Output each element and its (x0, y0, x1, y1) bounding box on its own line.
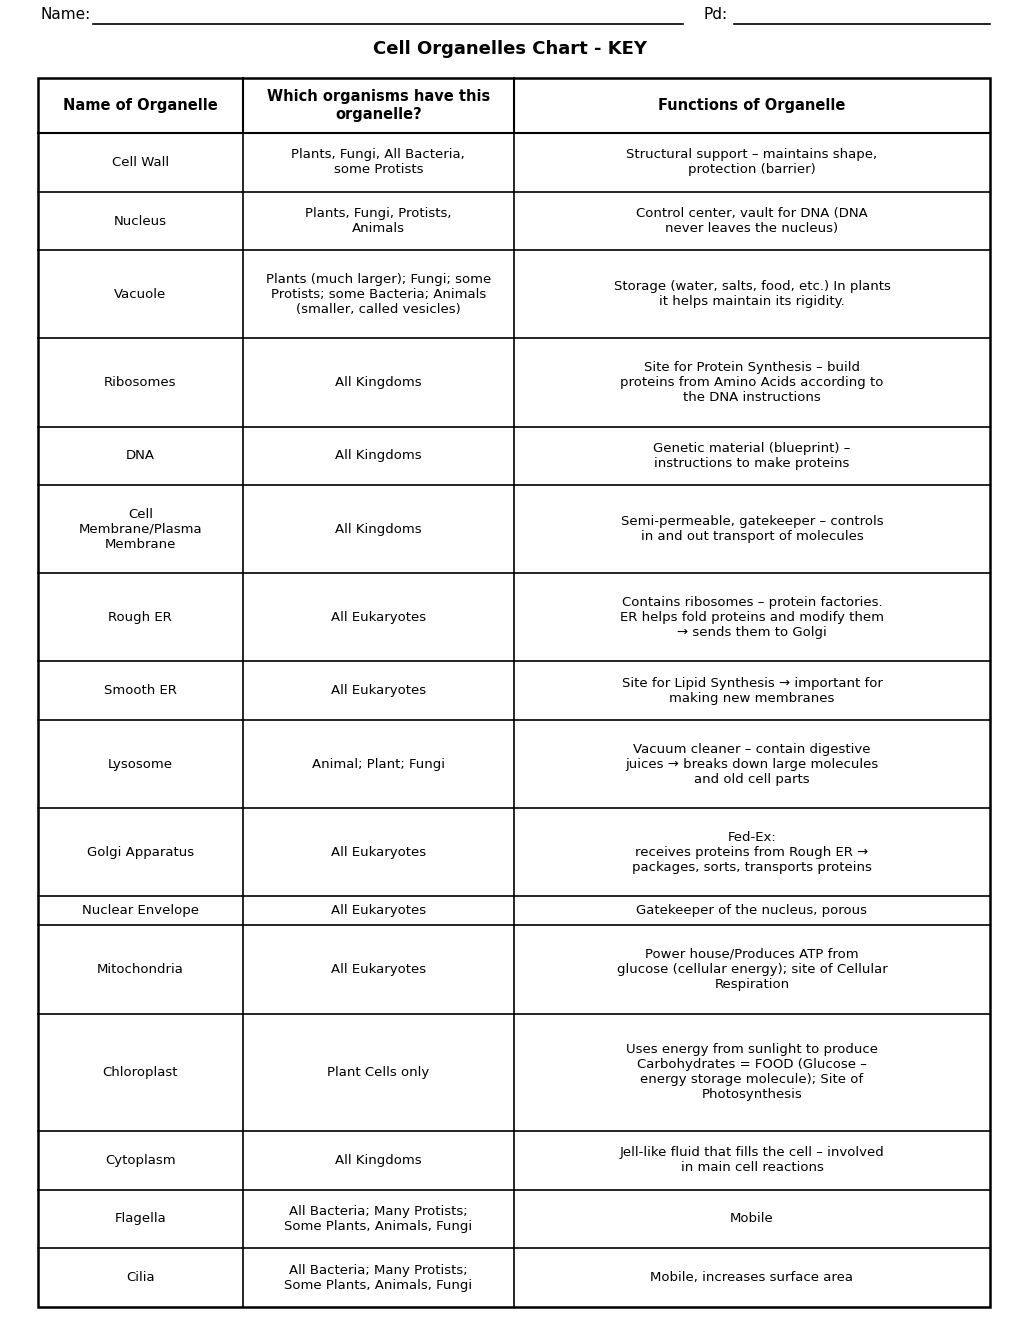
Text: Nucleus: Nucleus (114, 215, 167, 227)
Text: Lysosome: Lysosome (108, 758, 172, 771)
Text: Mobile: Mobile (730, 1213, 773, 1225)
Text: Genetic material (blueprint) –
instructions to make proteins: Genetic material (blueprint) – instructi… (653, 442, 850, 470)
Text: All Kingdoms: All Kingdoms (334, 449, 421, 462)
Text: All Eukaryotes: All Eukaryotes (330, 611, 426, 624)
Text: Animal; Plant; Fungi: Animal; Plant; Fungi (312, 758, 444, 771)
Text: Smooth ER: Smooth ER (104, 684, 176, 697)
Text: Chloroplast: Chloroplast (103, 1065, 178, 1078)
Text: Gatekeeper of the nucleus, porous: Gatekeeper of the nucleus, porous (636, 904, 866, 917)
Text: Mitochondria: Mitochondria (97, 964, 183, 975)
Text: All Eukaryotes: All Eukaryotes (330, 964, 426, 975)
Text: Ribosomes: Ribosomes (104, 376, 176, 389)
Text: Cell Organelles Chart - KEY: Cell Organelles Chart - KEY (373, 40, 646, 58)
Text: Functions of Organelle: Functions of Organelle (657, 98, 845, 114)
Text: Plant Cells only: Plant Cells only (327, 1065, 429, 1078)
Text: Nuclear Envelope: Nuclear Envelope (82, 904, 199, 917)
Text: All Eukaryotes: All Eukaryotes (330, 846, 426, 858)
Text: Cell Wall: Cell Wall (112, 156, 169, 169)
Text: Storage (water, salts, food, etc.) In plants
it helps maintain its rigidity.: Storage (water, salts, food, etc.) In pl… (613, 280, 890, 309)
Text: All Bacteria; Many Protists;
Some Plants, Animals, Fungi: All Bacteria; Many Protists; Some Plants… (284, 1263, 472, 1292)
Text: Cilia: Cilia (126, 1271, 155, 1284)
Text: Plants, Fungi, All Bacteria,
some Protists: Plants, Fungi, All Bacteria, some Protis… (291, 148, 465, 177)
Text: All Eukaryotes: All Eukaryotes (330, 684, 426, 697)
Text: All Eukaryotes: All Eukaryotes (330, 904, 426, 917)
Text: All Kingdoms: All Kingdoms (334, 376, 421, 389)
Text: Vacuum cleaner – contain digestive
juices → breaks down large molecules
and old : Vacuum cleaner – contain digestive juice… (625, 743, 877, 785)
Text: Cytoplasm: Cytoplasm (105, 1154, 175, 1167)
Text: Structural support – maintains shape,
protection (barrier): Structural support – maintains shape, pr… (626, 148, 876, 177)
Text: Rough ER: Rough ER (108, 611, 172, 624)
Text: Fed-Ex:
receives proteins from Rough ER →
packages, sorts, transports proteins: Fed-Ex: receives proteins from Rough ER … (632, 830, 871, 874)
Text: Semi-permeable, gatekeeper – controls
in and out transport of molecules: Semi-permeable, gatekeeper – controls in… (621, 515, 882, 544)
Text: Uses energy from sunlight to produce
Carbohydrates = FOOD (Glucose –
energy stor: Uses energy from sunlight to produce Car… (626, 1043, 877, 1101)
Text: Pd:: Pd: (703, 7, 728, 22)
Text: All Kingdoms: All Kingdoms (334, 523, 421, 536)
Text: Name:: Name: (41, 7, 91, 22)
Text: All Kingdoms: All Kingdoms (334, 1154, 421, 1167)
Text: Golgi Apparatus: Golgi Apparatus (87, 846, 194, 858)
Text: Mobile, increases surface area: Mobile, increases surface area (650, 1271, 853, 1284)
Text: Plants (much larger); Fungi; some
Protists; some Bacteria; Animals
(smaller, cal: Plants (much larger); Fungi; some Protis… (266, 273, 490, 315)
Text: Site for Protein Synthesis – build
proteins from Amino Acids according to
the DN: Site for Protein Synthesis – build prote… (620, 360, 882, 404)
Text: Flagella: Flagella (114, 1213, 166, 1225)
Text: DNA: DNA (125, 449, 155, 462)
Text: Contains ribosomes – protein factories.
ER helps fold proteins and modify them
→: Contains ribosomes – protein factories. … (620, 595, 883, 639)
Text: Site for Lipid Synthesis → important for
making new membranes: Site for Lipid Synthesis → important for… (621, 677, 881, 705)
Text: Name of Organelle: Name of Organelle (63, 98, 217, 114)
Text: Power house/Produces ATP from
glucose (cellular energy); site of Cellular
Respir: Power house/Produces ATP from glucose (c… (616, 948, 887, 991)
Text: Cell
Membrane/Plasma
Membrane: Cell Membrane/Plasma Membrane (78, 508, 202, 550)
Text: Vacuole: Vacuole (114, 288, 166, 301)
Text: Which organisms have this
organelle?: Which organisms have this organelle? (266, 90, 489, 121)
Text: Control center, vault for DNA (DNA
never leaves the nucleus): Control center, vault for DNA (DNA never… (636, 207, 867, 235)
Text: Jell-like fluid that fills the cell – involved
in main cell reactions: Jell-like fluid that fills the cell – in… (619, 1146, 883, 1175)
Text: All Bacteria; Many Protists;
Some Plants, Animals, Fungi: All Bacteria; Many Protists; Some Plants… (284, 1205, 472, 1233)
Text: Plants, Fungi, Protists,
Animals: Plants, Fungi, Protists, Animals (305, 207, 451, 235)
